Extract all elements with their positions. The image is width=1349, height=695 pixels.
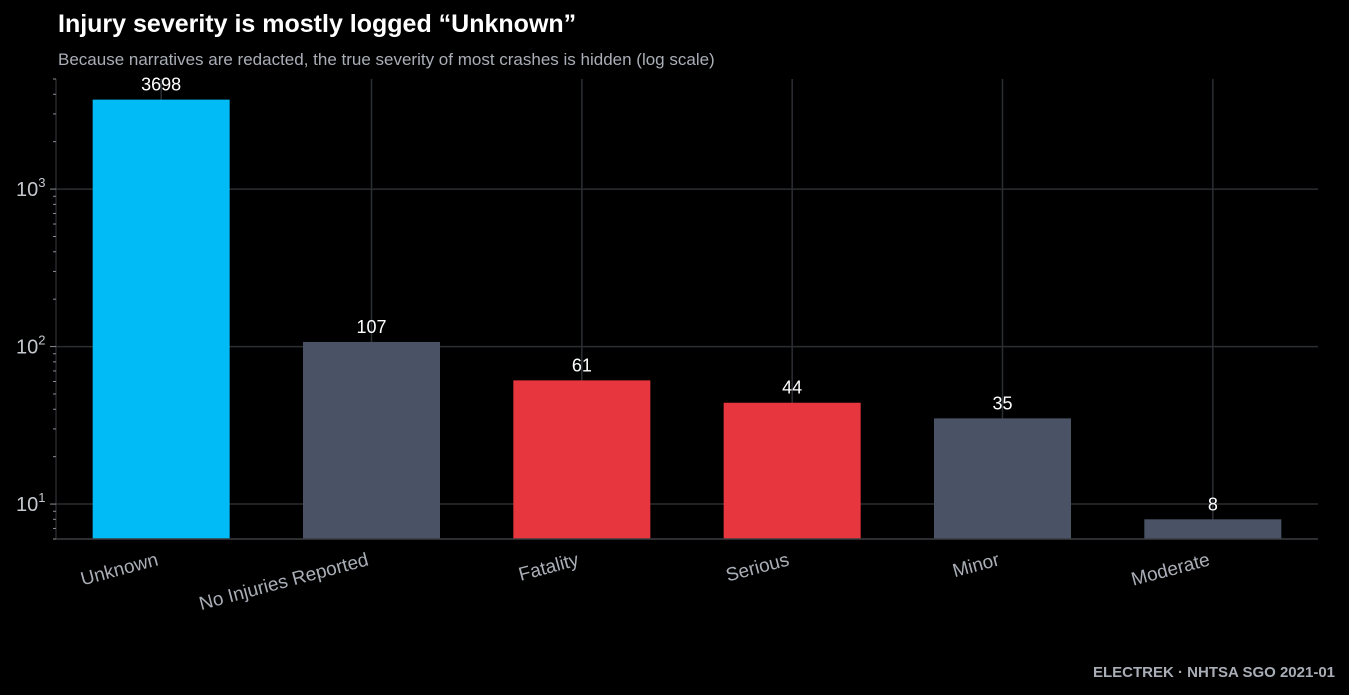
x-tick-label: Moderate [1129, 550, 1212, 591]
x-tick-label: Fatality [517, 549, 582, 585]
chart-subtitle: Because narratives are redacted, the tru… [58, 50, 715, 69]
y-tick-exponent: 1 [38, 490, 45, 505]
bar-layer [92, 99, 1282, 540]
label-layer: 3698 107 61 44 35 8 [141, 75, 1218, 515]
x-tick-label: Minor [950, 549, 1002, 582]
bar [723, 402, 861, 539]
grid-layer [56, 79, 1318, 539]
y-tick-label: 101 [16, 490, 45, 516]
data-label: 3698 [141, 75, 181, 95]
data-label: 107 [356, 317, 386, 337]
y-tick-label: 102 [16, 333, 45, 359]
data-label: 44 [782, 378, 802, 398]
y-tick-exponent: 3 [38, 175, 45, 190]
data-label: 61 [572, 355, 592, 375]
bar [934, 418, 1071, 539]
bar [1144, 519, 1282, 539]
x-tick-label: Unknown [79, 550, 161, 591]
bar [303, 341, 440, 539]
y-tick-base: 10 [16, 494, 38, 516]
x-tick-label: Serious [724, 550, 792, 587]
x-tick-label: No Injuries Reported [197, 550, 371, 615]
data-label: 8 [1208, 494, 1218, 514]
chart-title: Injury severity is mostly logged “Unknow… [58, 10, 577, 38]
y-tick-label: 103 [16, 175, 45, 201]
y-tick-base: 10 [16, 179, 38, 201]
source-credit: ELECTREK · NHTSA SGO 2021-01 [1093, 664, 1335, 681]
y-tick-exponent: 2 [38, 333, 45, 348]
y-tick-base: 10 [16, 337, 38, 359]
data-label: 35 [992, 393, 1012, 413]
bar [92, 99, 230, 540]
bar [513, 380, 651, 539]
